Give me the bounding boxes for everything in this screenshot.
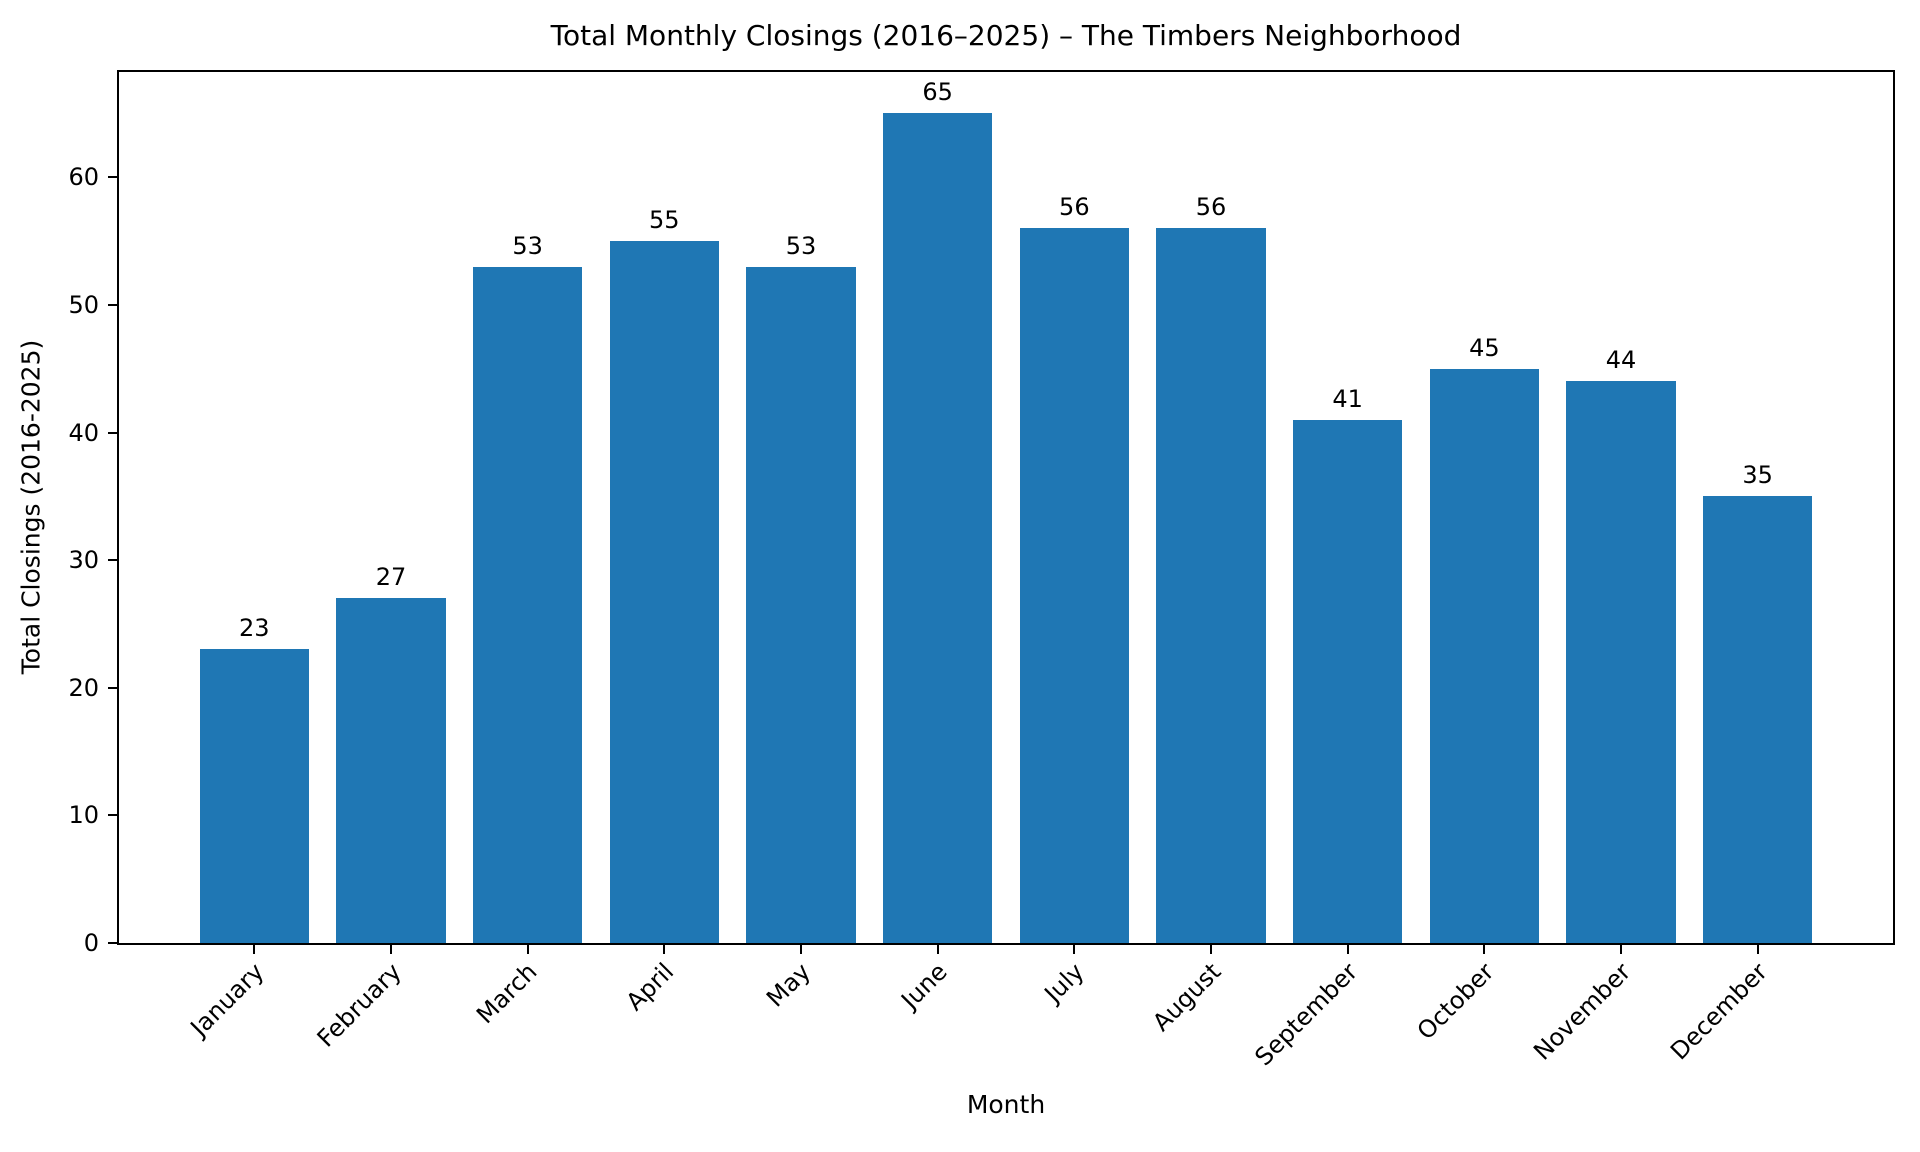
y-tick-mark — [108, 942, 117, 944]
x-tick-label-november: November — [1528, 957, 1637, 1066]
x-tick-mark — [1483, 945, 1486, 954]
bar-value-label-february: 27 — [375, 563, 407, 592]
y-tick-label-40: 40 — [68, 418, 99, 447]
x-tick-label-may: May — [761, 957, 817, 1013]
bar-value-label-september: 41 — [1332, 384, 1363, 413]
bar-may — [746, 266, 856, 943]
x-tick-label-april: April — [621, 957, 680, 1017]
plot-area: 23 27 53 55 53 65 56 56 41 45 44 35 — [117, 70, 1895, 945]
x-tick-label-july: July — [1039, 957, 1090, 1008]
x-axis-label: Month — [966, 1090, 1046, 1119]
bar-value-label-december: 35 — [1742, 461, 1773, 490]
y-tick-mark — [108, 176, 117, 179]
y-tick-mark — [108, 686, 117, 689]
bar-january — [199, 649, 309, 943]
bar-value-label-june: 65 — [922, 78, 953, 107]
x-tick-label-february: February — [311, 957, 407, 1053]
bar-february — [336, 598, 446, 943]
bar-october — [1429, 368, 1539, 943]
y-tick-labels: 0 10 20 30 40 50 60 — [0, 72, 99, 955]
bar-march — [472, 266, 583, 943]
x-tick-label-january: January — [185, 957, 270, 1042]
x-tick-mark — [1756, 945, 1759, 954]
x-tick-label-september: September — [1249, 957, 1364, 1072]
y-tick-mark — [108, 814, 117, 817]
y-tick-label-0: 0 — [83, 929, 99, 957]
bar-june — [882, 113, 993, 943]
bar-december — [1703, 496, 1813, 943]
y-tick-label-20: 20 — [68, 673, 99, 702]
y-tick-mark — [108, 431, 117, 434]
bar-value-label-may: 53 — [785, 231, 817, 260]
x-tick-mark — [799, 945, 802, 954]
bar-value-label-october: 45 — [1469, 333, 1500, 362]
x-tick-mark — [936, 945, 939, 954]
x-tick-mark — [1073, 945, 1076, 954]
chart-title: Total Monthly Closings (2016–2025) – The… — [550, 19, 1462, 52]
bar-value-label-july: 56 — [1059, 193, 1090, 222]
bar-september — [1293, 419, 1403, 943]
bar-value-label-november: 44 — [1605, 346, 1637, 375]
x-tick-mark — [1210, 945, 1212, 954]
y-tick-marks — [108, 72, 117, 944]
x-tick-label-march: March — [471, 957, 544, 1030]
y-tick-label-10: 10 — [68, 801, 99, 830]
x-tick-mark — [526, 945, 529, 954]
y-tick-label-30: 30 — [68, 546, 99, 575]
x-tick-mark — [663, 945, 666, 954]
x-tick-label-august: August — [1147, 957, 1227, 1037]
x-tick-mark — [1620, 945, 1623, 954]
y-tick-label-60: 60 — [68, 163, 99, 192]
x-tick-labels: January February March April May June July Augu… — [119, 956, 1893, 1096]
y-tick-mark — [108, 303, 117, 306]
x-tick-label-june: June — [896, 957, 954, 1015]
x-tick-mark — [389, 945, 392, 954]
x-tick-mark — [253, 945, 256, 954]
bar-august — [1156, 228, 1266, 943]
bar-april — [609, 241, 719, 943]
x-tick-mark — [1346, 945, 1349, 954]
bar-november — [1566, 381, 1676, 943]
bar-value-label-april: 55 — [649, 206, 680, 235]
bar-value-label-march: 53 — [512, 231, 543, 260]
bar-july — [1019, 228, 1129, 943]
x-tick-label-december: December — [1665, 957, 1774, 1066]
y-tick-label-50: 50 — [68, 290, 99, 319]
x-tick-label-october: October — [1412, 957, 1500, 1046]
x-tick-marks — [119, 945, 1893, 954]
bar-value-label-august: 56 — [1195, 193, 1227, 222]
bar-value-label-january: 23 — [239, 614, 270, 643]
y-tick-mark — [108, 559, 117, 562]
